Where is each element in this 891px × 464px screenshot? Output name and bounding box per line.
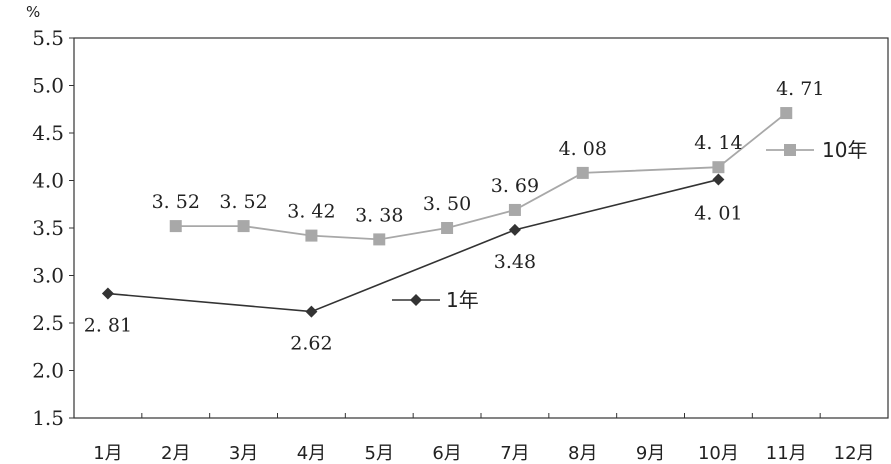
data-label: 3. 42 bbox=[287, 201, 335, 223]
y-axis: 1.5 2.0 2.5 3.0 3.5 4.0 4.5 5.0 5.5 bbox=[32, 26, 74, 430]
data-point-square bbox=[169, 220, 182, 233]
y-tick-label: 3.0 bbox=[32, 264, 64, 288]
y-tick-label: 3.5 bbox=[32, 216, 64, 240]
x-tick-label: 3月 bbox=[229, 443, 258, 464]
x-tick-label: 11月 bbox=[766, 443, 807, 464]
y-tick-label: 2.5 bbox=[32, 311, 64, 335]
data-label: 3. 38 bbox=[355, 204, 403, 226]
legend-marker-1yr bbox=[410, 294, 422, 306]
x-axis: 1月 2月 3月 4月 5月 6月 7月 8月 9月 10月 11月 12月 bbox=[93, 413, 875, 464]
x-tick-label: 4月 bbox=[297, 443, 326, 464]
data-labels: 2. 81 2.62 3.48 4. 01 3. 52 3. 52 3. 42 3. 38 3.… bbox=[84, 78, 825, 355]
y-tick-label: 5.5 bbox=[32, 26, 64, 50]
x-tick-label: 7月 bbox=[500, 443, 529, 464]
x-tick-label: 5月 bbox=[365, 443, 394, 464]
data-point-diamond bbox=[508, 223, 521, 236]
data-label: 4. 08 bbox=[559, 138, 607, 160]
data-point-square bbox=[305, 229, 318, 242]
data-point-diamond bbox=[712, 173, 725, 186]
data-point-square bbox=[780, 107, 793, 120]
legend-label-10yr: 10年 bbox=[822, 138, 867, 162]
data-point-square bbox=[576, 166, 589, 179]
data-label: 3. 52 bbox=[152, 191, 200, 213]
legend: 1年 10年 bbox=[392, 138, 867, 312]
data-point-square bbox=[712, 161, 725, 174]
data-label: 4. 71 bbox=[776, 78, 824, 100]
legend-marker-10yr bbox=[784, 144, 796, 156]
data-point-diamond bbox=[305, 305, 318, 318]
data-point-square bbox=[373, 233, 386, 246]
data-label: 2. 81 bbox=[84, 315, 132, 337]
data-label: 3.48 bbox=[494, 251, 536, 273]
data-label: 2.62 bbox=[290, 333, 332, 355]
x-tick-label: 12月 bbox=[834, 443, 875, 464]
series-line-1yr bbox=[107, 178, 719, 313]
y-tick-label: 2.0 bbox=[32, 359, 64, 383]
data-label: 4. 14 bbox=[694, 132, 742, 154]
x-tick-label: 6月 bbox=[432, 443, 461, 464]
data-label: 3. 69 bbox=[491, 175, 539, 197]
x-tick-label: 10月 bbox=[698, 443, 739, 464]
data-label: 4. 01 bbox=[694, 203, 742, 225]
data-label: 3. 50 bbox=[423, 193, 471, 215]
y-tick-label: 1.5 bbox=[32, 406, 64, 430]
data-point-diamond bbox=[101, 287, 114, 300]
x-tick-label: 2月 bbox=[161, 443, 190, 464]
data-point-square bbox=[237, 220, 250, 233]
y-tick-label: 4.0 bbox=[32, 169, 64, 193]
y-tick-label: 5.0 bbox=[32, 74, 64, 98]
y-axis-unit: % bbox=[26, 3, 40, 21]
data-label: 3. 52 bbox=[219, 191, 267, 213]
legend-label-1yr: 1年 bbox=[446, 288, 479, 312]
series-markers bbox=[101, 107, 793, 318]
y-tick-label: 4.5 bbox=[32, 121, 64, 145]
plot-frame bbox=[73, 37, 889, 419]
x-tick-label: 8月 bbox=[568, 443, 597, 464]
x-tick-label: 1月 bbox=[93, 443, 122, 464]
data-point-square bbox=[508, 203, 521, 216]
x-tick-label: 9月 bbox=[636, 443, 665, 464]
data-point-square bbox=[441, 222, 454, 234]
